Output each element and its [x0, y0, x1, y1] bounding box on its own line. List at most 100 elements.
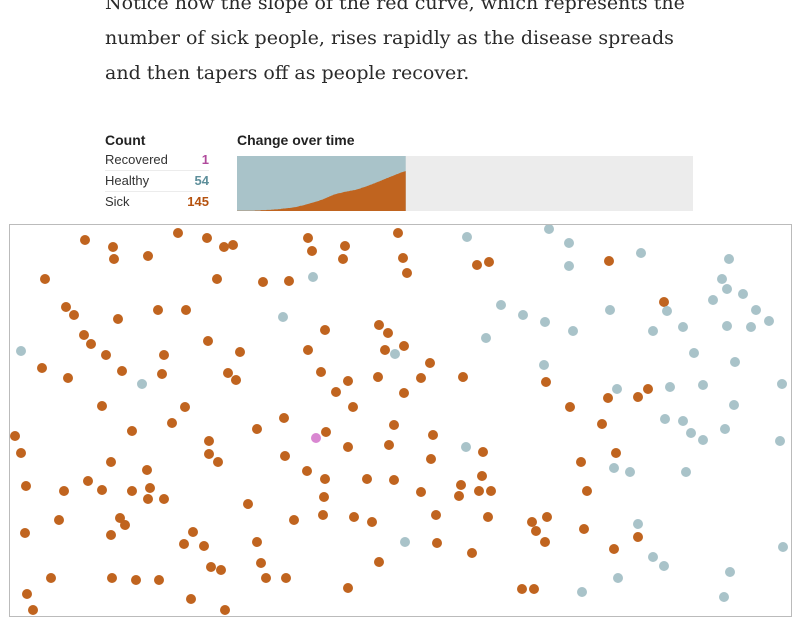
sick-person-dot [179, 539, 189, 549]
sick-person-dot [28, 605, 38, 615]
sick-person-dot [86, 339, 96, 349]
healthy-person-dot [612, 384, 622, 394]
sick-person-dot [213, 457, 223, 467]
sick-person-dot [477, 471, 487, 481]
sick-person-dot [659, 297, 669, 307]
sick-person-dot [343, 583, 353, 593]
healthy-person-dot [698, 380, 708, 390]
sick-person-dot [131, 575, 141, 585]
healthy-person-dot [605, 305, 615, 315]
sick-person-dot [321, 427, 331, 437]
healthy-person-dot [137, 379, 147, 389]
healthy-person-dot [648, 552, 658, 562]
sick-person-dot [611, 448, 621, 458]
healthy-person-dot [659, 561, 669, 571]
sick-person-dot [279, 413, 289, 423]
healthy-person-dot [568, 326, 578, 336]
sick-person-dot [199, 541, 209, 551]
recovered-person-dot [311, 433, 321, 443]
sick-person-dot [101, 350, 111, 360]
healthy-person-dot [662, 306, 672, 316]
count-row-healthy: Healthy 54 [105, 171, 209, 192]
sick-person-dot [113, 314, 123, 324]
sick-person-dot [431, 510, 441, 520]
sick-person-dot [472, 260, 482, 270]
sick-person-dot [37, 363, 47, 373]
healthy-person-dot [751, 305, 761, 315]
sick-person-dot [107, 573, 117, 583]
sick-person-dot [576, 457, 586, 467]
sick-person-dot [173, 228, 183, 238]
sick-person-dot [474, 486, 484, 496]
sick-person-dot [486, 486, 496, 496]
sick-person-dot [212, 274, 222, 284]
sick-person-dot [157, 369, 167, 379]
healthy-person-dot [746, 322, 756, 332]
healthy-person-dot [461, 442, 471, 452]
sick-person-dot [115, 513, 125, 523]
sick-person-dot [416, 487, 426, 497]
sick-person-dot [331, 387, 341, 397]
sick-person-dot [258, 277, 268, 287]
sick-person-dot [22, 589, 32, 599]
sick-person-dot [303, 233, 313, 243]
sick-person-dot [204, 436, 214, 446]
sick-person-dot [97, 485, 107, 495]
sick-person-dot [153, 305, 163, 315]
healthy-person-dot [400, 537, 410, 547]
sick-person-dot [542, 512, 552, 522]
change-area-chart [237, 156, 693, 211]
count-value-healthy: 54 [194, 173, 209, 188]
sick-person-dot [216, 565, 226, 575]
sick-person-dot [367, 517, 377, 527]
sick-person-dot [69, 310, 79, 320]
sick-person-dot [527, 517, 537, 527]
sick-person-dot [579, 524, 589, 534]
healthy-person-dot [577, 587, 587, 597]
sick-person-dot [61, 302, 71, 312]
sick-person-dot [127, 426, 137, 436]
count-label-sick: Sick [105, 194, 130, 209]
sick-person-dot [373, 372, 383, 382]
sick-person-dot [319, 492, 329, 502]
sick-person-dot [188, 527, 198, 537]
sick-person-dot [428, 430, 438, 440]
sick-person-dot [416, 373, 426, 383]
sick-person-dot [223, 368, 233, 378]
healthy-person-dot [462, 232, 472, 242]
sick-person-dot [384, 440, 394, 450]
sick-person-dot [633, 392, 643, 402]
sick-person-dot [202, 233, 212, 243]
sick-person-dot [79, 330, 89, 340]
count-label-healthy: Healthy [105, 173, 150, 188]
change-heading: Change over time [237, 132, 355, 148]
healthy-person-dot [278, 312, 288, 322]
healthy-person-dot [725, 567, 735, 577]
sick-person-dot [243, 499, 253, 509]
sick-person-dot [220, 605, 230, 615]
sick-person-dot [307, 246, 317, 256]
sick-person-dot [252, 537, 262, 547]
healthy-person-dot [539, 360, 549, 370]
sick-person-dot [142, 465, 152, 475]
healthy-person-dot [722, 284, 732, 294]
healthy-person-dot [16, 346, 26, 356]
sick-person-dot [541, 377, 551, 387]
sick-person-dot [154, 575, 164, 585]
sick-person-dot [83, 476, 93, 486]
sick-person-dot [235, 347, 245, 357]
sick-person-dot [10, 431, 20, 441]
simulation-canvas [9, 224, 792, 617]
sick-person-dot [106, 457, 116, 467]
sick-person-dot [181, 305, 191, 315]
sick-person-dot [284, 276, 294, 286]
sick-person-dot [320, 474, 330, 484]
healthy-person-dot [665, 382, 675, 392]
change-over-time: Change over time [237, 130, 693, 211]
sick-person-dot [484, 257, 494, 267]
sick-person-dot [59, 486, 69, 496]
sick-person-dot [316, 367, 326, 377]
simulation-dots [10, 225, 788, 615]
sick-person-dot [402, 268, 412, 278]
sick-person-dot [343, 442, 353, 452]
